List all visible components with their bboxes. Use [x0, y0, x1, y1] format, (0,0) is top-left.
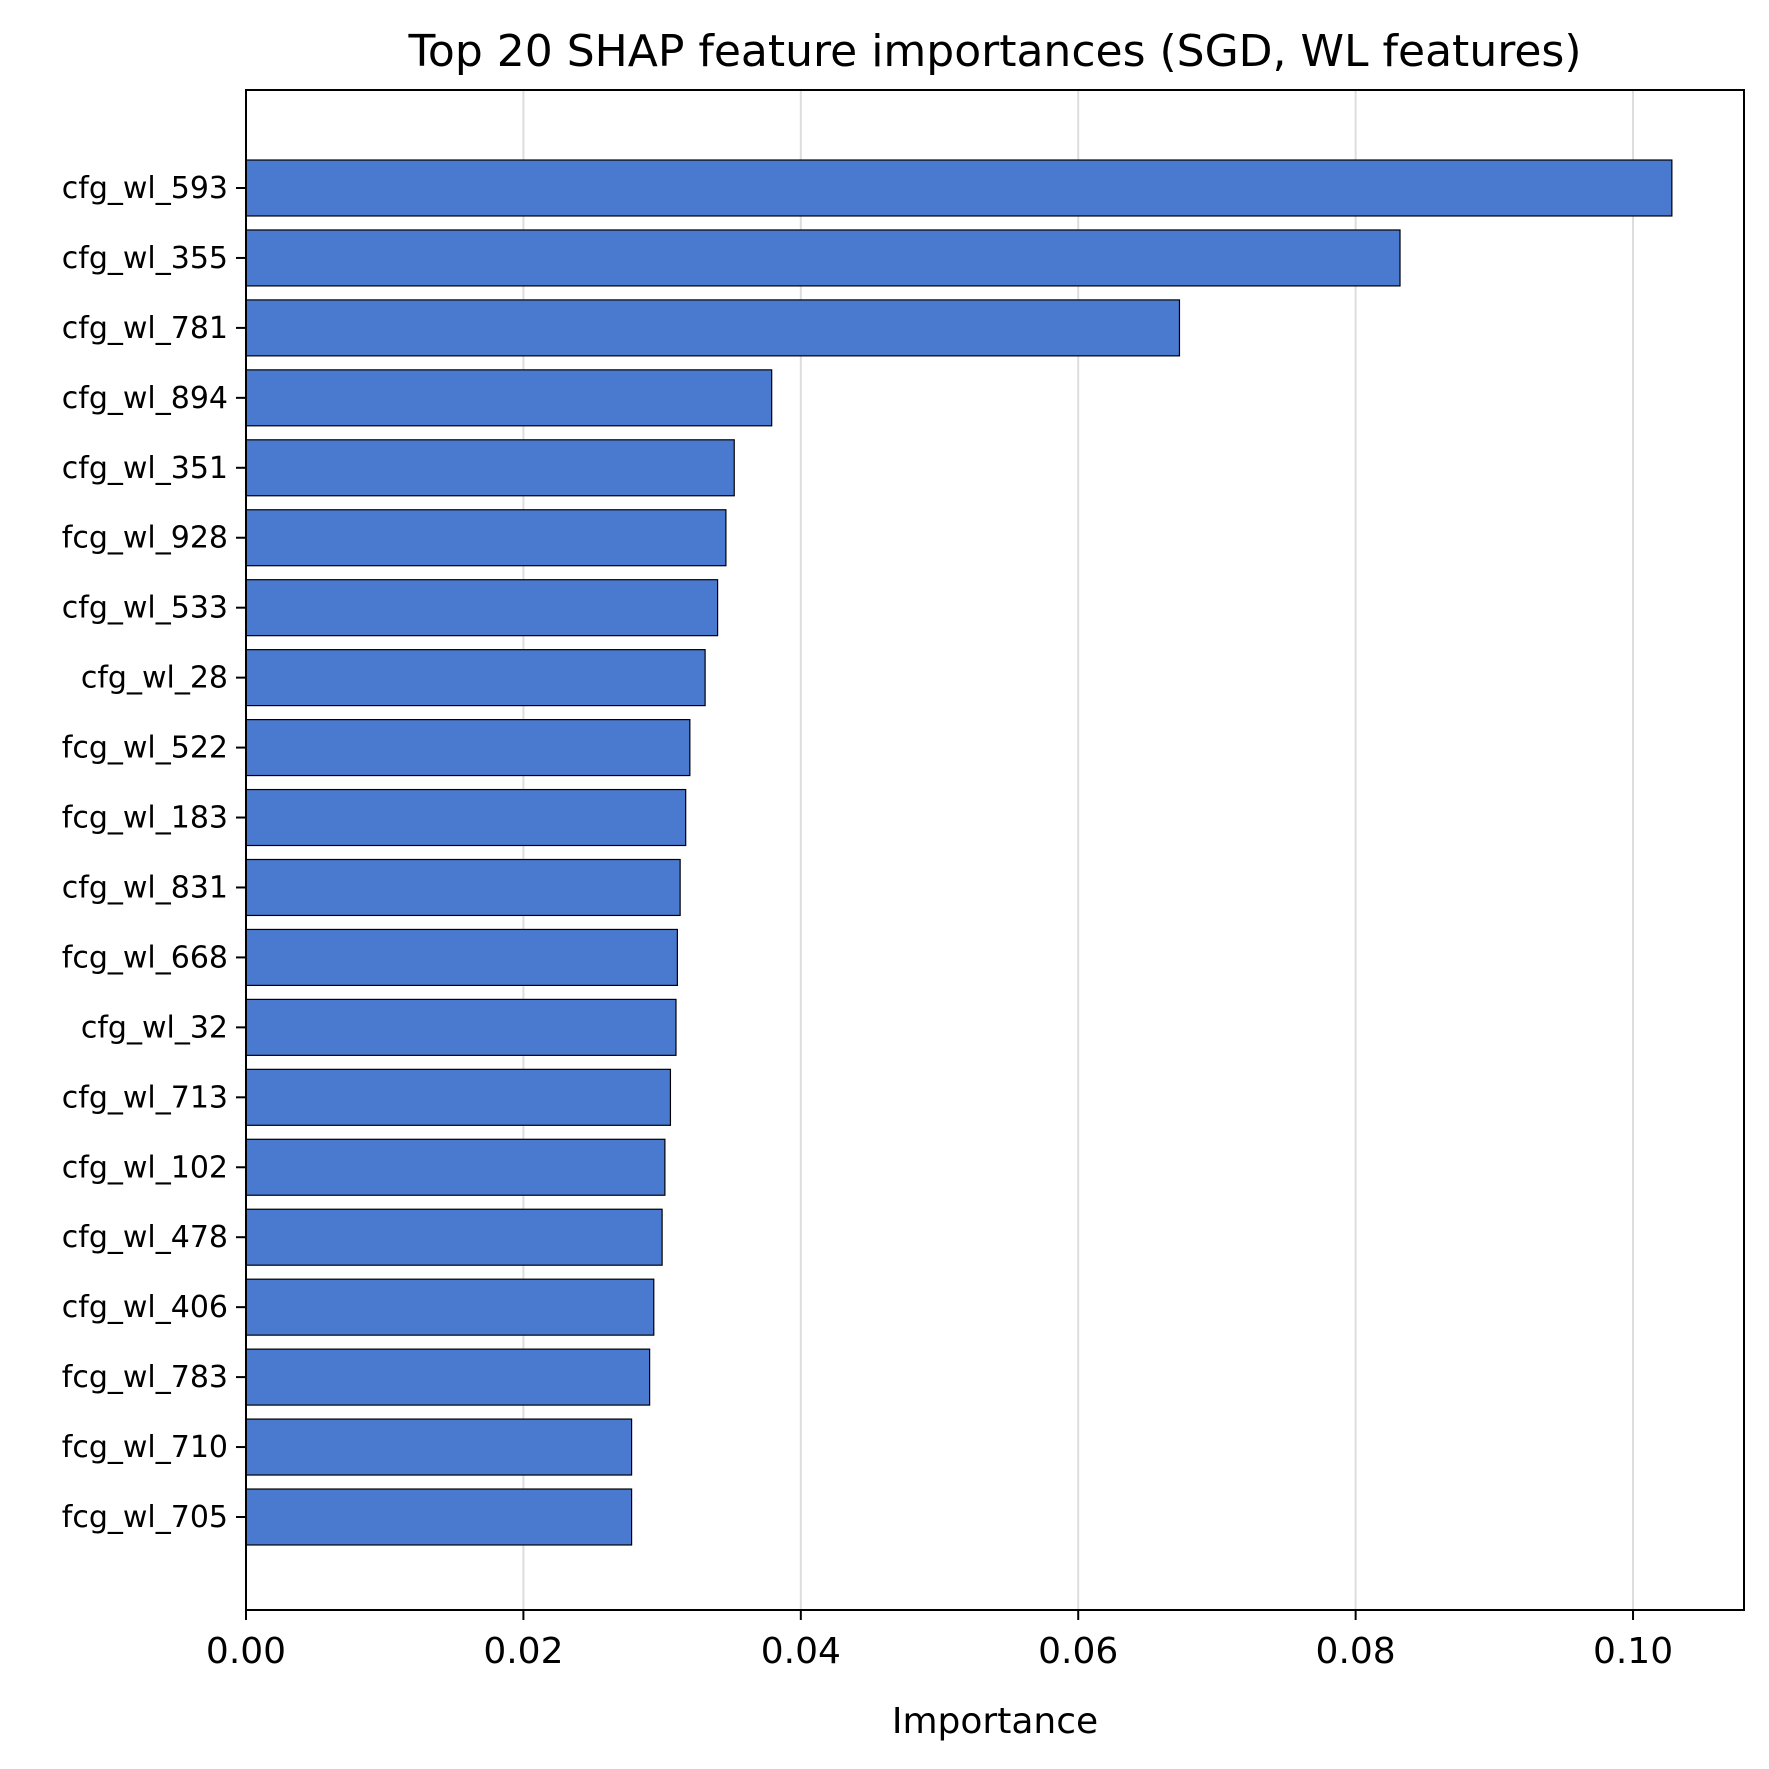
y-tick-label: cfg_wl_28	[81, 661, 228, 696]
y-tick-label: fcg_wl_183	[62, 801, 228, 836]
x-axis-label: Importance	[892, 1701, 1098, 1742]
tick-layer: 0.00 0.02 0.04 0.06 0.08 0.10 cfg_wl_593 cfg_wl…	[62, 171, 1673, 1672]
x-tick-label: 0.10	[1593, 1631, 1673, 1672]
bar	[245, 718, 691, 777]
bar	[245, 579, 719, 637]
bar	[245, 1348, 651, 1406]
x-tick-label: 0.06	[1038, 1631, 1118, 1672]
bar	[245, 1278, 655, 1336]
bar-layer	[245, 159, 1673, 1546]
y-tick-label: cfg_wl_831	[62, 870, 228, 905]
y-tick-label: fcg_wl_710	[62, 1430, 228, 1465]
x-tick-label: 0.08	[1316, 1631, 1396, 1672]
bar	[245, 858, 681, 917]
plot-frame	[245, 89, 1745, 1611]
bar	[245, 928, 678, 986]
bar	[245, 229, 1401, 287]
y-tick-label: cfg_wl_102	[62, 1150, 228, 1185]
chart-title: Top 20 SHAP feature importances (SGD, WL…	[408, 26, 1582, 77]
y-tick-label: cfg_wl_593	[62, 171, 228, 206]
bar	[245, 998, 677, 1056]
y-tick-label: cfg_wl_32	[81, 1010, 228, 1045]
bar	[245, 649, 706, 707]
x-tick-label: 0.00	[206, 1631, 286, 1672]
x-tick-label: 0.04	[761, 1631, 841, 1672]
bar	[245, 509, 727, 567]
bar	[245, 439, 735, 497]
y-tick-label: cfg_wl_355	[62, 241, 228, 276]
x-tick-label: 0.02	[483, 1631, 563, 1672]
y-tick-label: fcg_wl_928	[62, 521, 228, 556]
bar	[245, 299, 1181, 357]
bar	[245, 369, 773, 427]
bar	[245, 159, 1673, 217]
y-tick-label: cfg_wl_713	[62, 1080, 228, 1115]
bar	[245, 1138, 666, 1196]
bar	[245, 788, 687, 847]
y-tick-label: cfg_wl_478	[62, 1220, 228, 1255]
bar	[245, 1208, 663, 1266]
y-tick-label: fcg_wl_668	[62, 940, 228, 975]
y-tick-label: cfg_wl_406	[62, 1290, 228, 1325]
y-tick-label: cfg_wl_533	[62, 591, 228, 626]
y-tick-label: fcg_wl_705	[62, 1500, 228, 1535]
y-tick-label: fcg_wl_783	[62, 1360, 228, 1395]
y-tick-label: cfg_wl_351	[62, 451, 228, 486]
y-tick-label: cfg_wl_781	[62, 311, 228, 346]
bar	[245, 1418, 633, 1476]
y-tick-label: cfg_wl_894	[62, 381, 228, 416]
bar	[245, 1488, 633, 1546]
y-tick-label: fcg_wl_522	[62, 731, 228, 766]
bar	[245, 1068, 672, 1126]
